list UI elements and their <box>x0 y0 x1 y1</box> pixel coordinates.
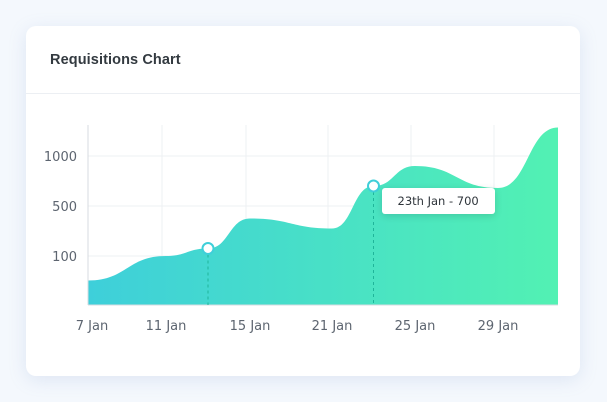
y-tick-label: 100 <box>52 250 77 265</box>
x-tick-label: 29 Jan <box>478 319 519 334</box>
highlight-point[interactable] <box>201 242 215 255</box>
series-area <box>88 127 558 305</box>
card-header: Requisitions Chart <box>26 26 580 94</box>
highlight-point[interactable] <box>367 179 380 193</box>
y-tick-label: 500 <box>52 200 77 215</box>
tooltip-text: 23th Jan - 700 <box>397 194 479 208</box>
y-tick-label: 1000 <box>44 150 77 165</box>
x-tick-labels: 7 Jan 11 Jan 15 Jan 21 Jan 25 Jan 29 Jan <box>76 319 519 334</box>
x-tick-label: 11 Jan <box>146 319 187 334</box>
highlight-points <box>201 179 380 305</box>
x-tick-label: 7 Jan <box>76 319 108 334</box>
y-tick-labels: 100 500 1000 <box>44 150 77 265</box>
x-tick-label: 15 Jan <box>230 319 271 334</box>
card-title: Requisitions Chart <box>50 51 181 68</box>
axes <box>87 125 558 306</box>
x-tick-label: 25 Jan <box>395 319 436 334</box>
x-tick-label: 21 Jan <box>312 319 353 334</box>
value-tooltip: 23th Jan - 700 <box>381 188 495 214</box>
